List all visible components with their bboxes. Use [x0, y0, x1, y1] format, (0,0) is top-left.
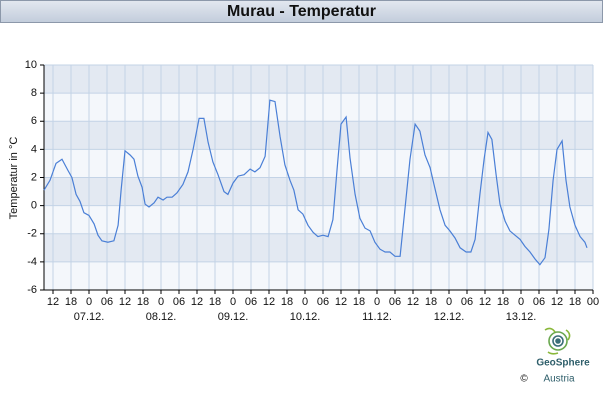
date-label: 09.12. — [218, 311, 249, 323]
x-tick-label: 06 — [389, 296, 401, 308]
x-tick-label: 06 — [461, 296, 473, 308]
x-tick-label: 0 — [374, 296, 380, 308]
date-label: 12.12. — [434, 311, 465, 323]
date-label: 08.12. — [146, 311, 177, 323]
x-tick-label: 0 — [158, 296, 164, 308]
x-tick-label: 06 — [245, 296, 257, 308]
logo-sub: Austria — [543, 374, 575, 385]
y-tick-label: -4 — [27, 256, 37, 268]
x-tick-label: 0 — [518, 296, 524, 308]
y-tick-label: 6 — [31, 115, 37, 127]
x-tick-label: 12 — [335, 296, 347, 308]
x-tick-label: 06 — [317, 296, 329, 308]
x-tick-label: 18 — [425, 296, 437, 308]
grid-band — [44, 233, 593, 262]
grid-band — [44, 121, 593, 150]
x-tick-label: 18 — [209, 296, 221, 308]
x-tick-label: 0 — [302, 296, 308, 308]
x-tick-label: 06 — [101, 296, 113, 308]
x-tick-label: 06 — [173, 296, 185, 308]
x-tick-label: 0 — [446, 296, 452, 308]
grid-band — [44, 177, 593, 206]
chart-title: Murau - Temperatur — [0, 0, 603, 23]
date-label: 07.12. — [74, 311, 105, 323]
grid-band — [44, 65, 593, 94]
logo-name: GeoSphere — [536, 358, 590, 369]
y-axis-label: Temperatur in °C — [8, 137, 20, 220]
y-tick-label: -2 — [27, 228, 37, 240]
copyright: © — [520, 374, 528, 385]
x-tick-label: 12 — [407, 296, 419, 308]
x-tick-label: 12 — [263, 296, 275, 308]
x-tick-label: 18 — [65, 296, 77, 308]
x-tick-label: 12 — [119, 296, 131, 308]
x-tick-label: 18 — [497, 296, 509, 308]
x-tick-label: 18 — [137, 296, 149, 308]
x-tick-label: 18 — [281, 296, 293, 308]
date-label: 13.12. — [506, 311, 537, 323]
x-tick-label: 00 — [587, 296, 599, 308]
y-tick-label: 2 — [31, 171, 37, 183]
x-tick-label: 12 — [479, 296, 491, 308]
logo-icon — [544, 327, 571, 355]
y-tick-label: 0 — [31, 200, 37, 212]
date-label: 11.12. — [362, 311, 392, 323]
y-tick-label: 10 — [25, 59, 37, 71]
x-tick-label: 06 — [533, 296, 545, 308]
x-tick-label: 12 — [551, 296, 563, 308]
date-label: 10.12. — [290, 311, 321, 323]
x-tick-label: 0 — [86, 296, 92, 308]
x-tick-label: 18 — [353, 296, 365, 308]
x-tick-label: 18 — [569, 296, 581, 308]
y-tick-label: -6 — [27, 284, 37, 296]
temperature-line — [43, 99, 588, 266]
x-tick-label: 12 — [191, 296, 203, 308]
x-tick-label: 12 — [47, 296, 59, 308]
y-tick-label: 8 — [31, 87, 37, 99]
x-tick-label: 0 — [230, 296, 236, 308]
y-tick-label: 4 — [31, 143, 37, 155]
